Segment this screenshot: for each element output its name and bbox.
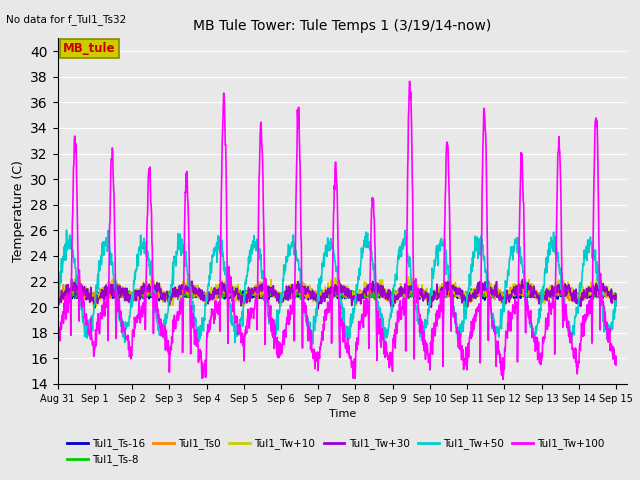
Tul1_Ts-16 [547, 291, 554, 297]
Tul1_Ts0 [424, 297, 431, 302]
Tul1_Tw+100 [547, 308, 554, 313]
Tul1_Ts-8 [424, 294, 432, 300]
Tul1_Tw+50 [547, 244, 554, 250]
Tul1_Ts-16 [424, 291, 432, 297]
Tul1_Ts0 [164, 299, 172, 305]
Line: Tul1_Tw+50: Tul1_Tw+50 [58, 230, 616, 344]
Tul1_Tw+100 [497, 367, 504, 372]
Line: Tul1_Tw+30: Tul1_Tw+30 [58, 279, 616, 309]
Tul1_Tw+10 [54, 298, 61, 304]
Tul1_Tw+100 [54, 332, 61, 338]
Tul1_Tw+30 [497, 296, 505, 302]
Tul1_Tw+10 [497, 296, 505, 302]
Line: Tul1_Tw+100: Tul1_Tw+100 [58, 81, 616, 380]
Tul1_Tw+10 [404, 274, 412, 279]
Tul1_Ts-8 [280, 297, 288, 303]
Tul1_Tw+100 [241, 348, 248, 354]
Tul1_Ts-16 [241, 292, 249, 298]
Tul1_Ts-16 [179, 294, 186, 300]
Tul1_Tw+10 [179, 284, 186, 289]
Tul1_Tw+10 [164, 298, 172, 304]
Tul1_Tw+50 [63, 227, 70, 233]
Title: MB Tule Tower: Tule Temps 1 (3/19/14-now): MB Tule Tower: Tule Temps 1 (3/19/14-now… [193, 19, 492, 33]
Tul1_Tw+50 [54, 297, 61, 303]
Tul1_Tw+100 [424, 351, 431, 357]
Tul1_Tw+50 [309, 341, 317, 347]
Tul1_Ts0 [612, 296, 620, 302]
Tul1_Tw+30 [424, 295, 432, 300]
Tul1_Tw+30 [612, 303, 620, 309]
Tul1_Tw+50 [424, 311, 432, 317]
Legend: Tul1_Ts-16, Tul1_Ts-8, Tul1_Ts0, Tul1_Tw+10, Tul1_Tw+30, Tul1_Tw+50, Tul1_Tw+100: Tul1_Ts-16, Tul1_Ts-8, Tul1_Ts0, Tul1_Tw… [63, 434, 609, 469]
Tul1_Ts-16 [156, 298, 163, 303]
Tul1_Ts-8 [497, 289, 505, 295]
Tul1_Tw+100 [612, 362, 620, 368]
Tul1_Tw+10 [90, 304, 97, 310]
Tul1_Ts-8 [241, 294, 248, 300]
Tul1_Tw+50 [179, 250, 186, 256]
Tul1_Ts-8 [164, 292, 172, 298]
Tul1_Tw+50 [164, 296, 172, 302]
Tul1_Tw+30 [54, 298, 61, 303]
Tul1_Tw+30 [164, 297, 172, 303]
Tul1_Tw+30 [314, 306, 322, 312]
Tul1_Ts-8 [122, 286, 129, 291]
Tul1_Tw+30 [68, 276, 76, 282]
Line: Tul1_Ts-16: Tul1_Ts-16 [58, 290, 616, 300]
Tul1_Ts0 [497, 291, 505, 297]
Line: Tul1_Ts0: Tul1_Ts0 [58, 283, 616, 305]
Tul1_Tw+50 [497, 324, 505, 330]
Tul1_Ts0 [547, 290, 554, 296]
Tul1_Tw+10 [547, 289, 554, 295]
Tul1_Tw+100 [164, 337, 172, 343]
Tul1_Tw+10 [241, 301, 248, 307]
Line: Tul1_Ts-8: Tul1_Ts-8 [58, 288, 616, 300]
Tul1_Tw+30 [241, 293, 248, 299]
Tul1_Ts-16 [612, 292, 620, 298]
Text: No data for f_Tul1_Ts32: No data for f_Tul1_Ts32 [6, 14, 127, 25]
Text: MB_tule: MB_tule [63, 42, 116, 55]
Tul1_Ts0 [276, 302, 284, 308]
Tul1_Ts0 [178, 288, 186, 294]
Tul1_Tw+10 [612, 295, 620, 301]
Line: Tul1_Tw+10: Tul1_Tw+10 [58, 276, 616, 307]
Tul1_Ts-16 [165, 292, 173, 298]
Tul1_Ts0 [481, 280, 489, 286]
Tul1_Ts-8 [179, 290, 186, 296]
Tul1_Tw+30 [179, 286, 186, 291]
Tul1_Ts-8 [612, 292, 620, 298]
Tul1_Tw+100 [178, 297, 186, 302]
Tul1_Ts0 [54, 301, 61, 307]
Tul1_Tw+100 [406, 78, 413, 84]
Y-axis label: Temperature (C): Temperature (C) [12, 160, 24, 262]
Tul1_Ts-16 [135, 287, 143, 293]
Tul1_Tw+50 [241, 292, 248, 298]
Tul1_Tw+50 [612, 301, 620, 307]
Tul1_Ts-16 [54, 292, 61, 298]
Tul1_Tw+10 [424, 293, 432, 299]
X-axis label: Time: Time [329, 409, 356, 419]
Tul1_Ts-8 [54, 290, 61, 296]
Tul1_Ts-16 [497, 293, 505, 299]
Tul1_Tw+100 [499, 377, 507, 383]
Tul1_Ts0 [241, 300, 248, 305]
Tul1_Ts-8 [547, 293, 554, 299]
Tul1_Tw+30 [547, 294, 554, 300]
